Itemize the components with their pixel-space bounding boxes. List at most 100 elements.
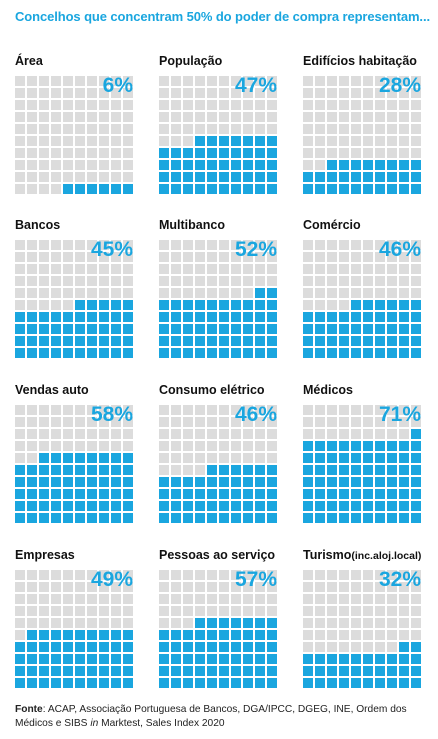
waffle-cell-filled [375, 160, 385, 170]
waffle-cell-empty [327, 582, 337, 592]
waffle-cell-filled [171, 477, 181, 487]
waffle-cell-filled [51, 630, 61, 640]
waffle-cell-filled [15, 654, 25, 664]
waffle-cell-empty [111, 100, 121, 110]
waffle-cell-filled [243, 477, 253, 487]
panel-value-label: 58% [90, 403, 133, 426]
waffle-cell-empty [63, 582, 73, 592]
waffle-cell-empty [207, 594, 217, 604]
waffle-cell-empty [351, 618, 361, 628]
waffle-cell-filled [351, 678, 361, 688]
waffle-cell-filled [327, 513, 337, 523]
waffle-cell-filled [99, 666, 109, 676]
waffle-cell-empty [183, 112, 193, 122]
waffle-cell-empty [87, 240, 97, 250]
waffle-cell-empty [255, 429, 265, 439]
waffle-cell-empty [15, 441, 25, 451]
waffle-cell-empty [243, 124, 253, 134]
waffle-cell-empty [123, 136, 133, 146]
waffle-cell-empty [267, 252, 277, 262]
waffle-cell-filled [51, 465, 61, 475]
waffle-cell-filled [303, 678, 313, 688]
waffle-cell-empty [63, 606, 73, 616]
waffle-cell-empty [75, 618, 85, 628]
waffle-cell-filled [87, 654, 97, 664]
waffle-cell-empty [303, 429, 313, 439]
waffle-cell-empty [159, 112, 169, 122]
waffle-cell-filled [339, 324, 349, 334]
waffle-cell-empty [315, 264, 325, 274]
waffle-cell-filled [267, 666, 277, 676]
waffle-cell-empty [123, 160, 133, 170]
waffle-cell-empty [15, 405, 25, 415]
waffle-cell-filled [267, 324, 277, 334]
waffle-cell-filled [15, 477, 25, 487]
panel-label: Empresas [15, 548, 75, 562]
waffle-cell-empty [375, 276, 385, 286]
waffle-cell-filled [315, 312, 325, 322]
waffle-cell-filled [411, 441, 421, 451]
waffle-cell-empty [231, 288, 241, 298]
waffle-cell-empty [159, 276, 169, 286]
waffle-cell-filled [207, 618, 217, 628]
panel-label-main: Comércio [303, 218, 361, 232]
waffle-panel: Turismo(inc.aloj.local) 32% [303, 548, 429, 708]
waffle-cell-filled [399, 312, 409, 322]
waffle-cell-filled [87, 336, 97, 346]
waffle-cell-empty [39, 288, 49, 298]
waffle-cell-empty [399, 112, 409, 122]
waffle-cell-empty [87, 276, 97, 286]
waffle-cell-filled [351, 465, 361, 475]
waffle-cell-filled [315, 172, 325, 182]
waffle-cell-empty [207, 453, 217, 463]
waffle-cell-filled [15, 348, 25, 358]
waffle-cell-empty [327, 76, 337, 86]
waffle-cell-filled [75, 654, 85, 664]
waffle-cell-filled [195, 678, 205, 688]
waffle-cell-empty [339, 124, 349, 134]
waffle-cell-filled [351, 184, 361, 194]
waffle-cell-filled [87, 453, 97, 463]
waffle-cell-filled [171, 678, 181, 688]
waffle-cell-empty [219, 606, 229, 616]
waffle-cell-filled [351, 312, 361, 322]
waffle-cell-empty [327, 136, 337, 146]
waffle-cell-filled [87, 348, 97, 358]
waffle-cell-empty [171, 405, 181, 415]
waffle-cell-empty [255, 112, 265, 122]
waffle-cell-empty [387, 642, 397, 652]
waffle-cell-empty [63, 405, 73, 415]
waffle-cell-filled [387, 453, 397, 463]
waffle-cell-filled [111, 654, 121, 664]
waffle-cell-filled [339, 678, 349, 688]
waffle-cell-empty [87, 606, 97, 616]
waffle-cell-filled [219, 324, 229, 334]
waffle-cell-filled [219, 136, 229, 146]
waffle-cell-empty [207, 441, 217, 451]
waffle-cell-empty [411, 606, 421, 616]
waffle-cell-empty [375, 405, 385, 415]
waffle-cell-filled [327, 312, 337, 322]
waffle-cell-filled [351, 324, 361, 334]
waffle-cell-empty [219, 429, 229, 439]
waffle-cell-empty [303, 100, 313, 110]
waffle-cell-filled [123, 336, 133, 346]
waffle-cell-filled [15, 324, 25, 334]
waffle-cell-empty [171, 429, 181, 439]
waffle-cell-empty [171, 112, 181, 122]
waffle-cell-filled [315, 513, 325, 523]
waffle-cell-empty [51, 570, 61, 580]
waffle-cell-empty [339, 76, 349, 86]
waffle-cell-empty [219, 288, 229, 298]
waffle-cell-empty [243, 112, 253, 122]
waffle-cell-empty [303, 594, 313, 604]
waffle-cell-filled [363, 300, 373, 310]
waffle-cell-empty [219, 88, 229, 98]
waffle-cell-filled [411, 429, 421, 439]
waffle-cell-filled [267, 148, 277, 158]
waffle-cell-filled [399, 501, 409, 511]
waffle-cell-empty [327, 88, 337, 98]
waffle-cell-filled [315, 501, 325, 511]
waffle-cell-empty [171, 453, 181, 463]
waffle-cell-filled [87, 300, 97, 310]
